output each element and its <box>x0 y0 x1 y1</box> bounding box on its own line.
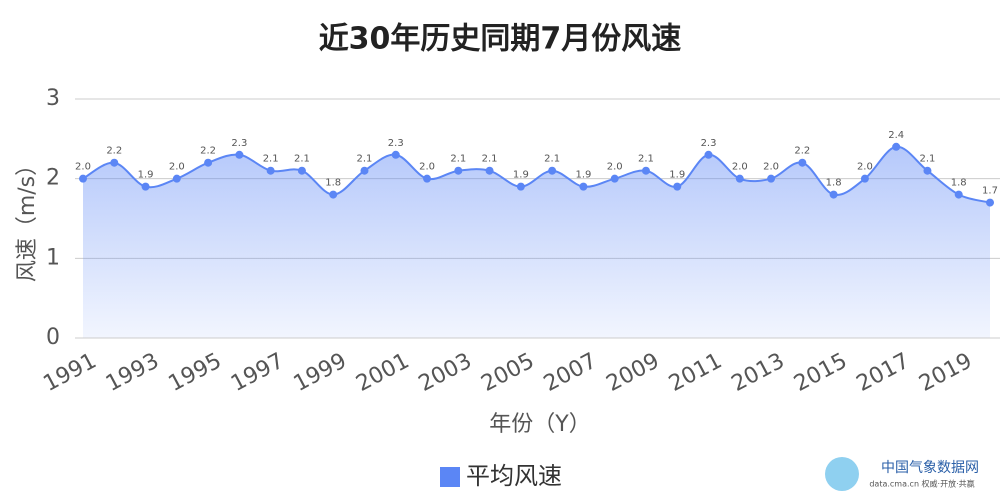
data-label: 2.2 <box>794 146 810 157</box>
point <box>548 166 557 175</box>
y-tick-label: 3 <box>46 86 60 111</box>
x-tick-label: 1993 <box>102 349 163 397</box>
point <box>391 150 400 159</box>
data-label: 2.0 <box>75 162 91 173</box>
data-label: 2.3 <box>231 138 247 149</box>
logo-icon <box>825 457 859 491</box>
data-label: 1.8 <box>951 178 967 189</box>
y-axis-label: 风速（m/s） <box>15 154 40 282</box>
point <box>923 166 932 175</box>
point <box>297 166 306 175</box>
x-axis-label: 年份（Y） <box>489 412 590 437</box>
x-tick-label: 2011 <box>665 349 726 397</box>
point <box>360 166 369 175</box>
data-label: 2.0 <box>169 162 185 173</box>
data-label: 2.0 <box>607 162 623 173</box>
y-tick-label: 1 <box>46 245 60 270</box>
data-label: 2.3 <box>701 138 717 149</box>
logo-name: 中国气象数据网 <box>881 460 979 476</box>
data-label: 2.3 <box>388 138 404 149</box>
x-tick-label: 1995 <box>165 349 226 397</box>
point <box>266 166 275 175</box>
x-tick-label: 2017 <box>853 349 914 397</box>
data-label: 2.2 <box>106 146 122 157</box>
point <box>110 158 119 167</box>
point <box>735 174 744 183</box>
data-label: 2.2 <box>200 146 216 157</box>
data-label: 2.4 <box>888 130 904 141</box>
point <box>329 190 338 199</box>
x-tick-label: 2013 <box>728 349 789 397</box>
point <box>767 174 776 183</box>
point <box>641 166 650 175</box>
point <box>610 174 619 183</box>
x-tick-label: 1997 <box>227 349 288 397</box>
point <box>579 182 588 191</box>
data-label: 1.9 <box>669 170 685 181</box>
point <box>235 150 244 159</box>
point <box>485 166 494 175</box>
data-label: 2.0 <box>732 162 748 173</box>
area <box>83 146 990 338</box>
x-tick-label: 2015 <box>790 349 851 397</box>
point <box>141 182 150 191</box>
point <box>79 174 87 183</box>
data-label: 1.8 <box>826 178 842 189</box>
legend-swatch <box>440 467 460 487</box>
point <box>454 166 463 175</box>
data-label: 2.1 <box>357 154 373 165</box>
point <box>860 174 869 183</box>
point <box>954 190 963 199</box>
data-label: 1.9 <box>513 170 529 181</box>
x-tick-label: 2001 <box>352 349 413 397</box>
data-label: 1.9 <box>138 170 154 181</box>
data-label: 2.1 <box>919 154 935 165</box>
point <box>172 174 181 183</box>
x-tick-label: 2009 <box>602 349 663 397</box>
x-tick-label: 2003 <box>415 349 476 397</box>
data-label: 2.1 <box>294 154 310 165</box>
x-tick-label: 2019 <box>915 349 976 397</box>
point <box>892 142 901 151</box>
x-tick-label: 1999 <box>290 349 351 397</box>
point <box>423 174 432 183</box>
data-label: 2.1 <box>263 154 279 165</box>
data-label: 2.1 <box>638 154 654 165</box>
data-label: 2.1 <box>450 154 466 165</box>
x-tick-label: 2005 <box>477 349 538 397</box>
point <box>829 190 838 199</box>
legend-label: 平均风速 <box>466 462 562 490</box>
point <box>704 150 713 159</box>
chart-title: 近30年历史同期7月份风速 <box>319 22 682 57</box>
point <box>798 158 807 167</box>
x-tick-label: 1991 <box>39 349 100 397</box>
x-tick-label: 2007 <box>540 349 601 397</box>
point <box>516 182 525 191</box>
data-label: 2.0 <box>857 162 873 173</box>
point <box>204 158 213 167</box>
data-label: 1.7 <box>982 186 998 197</box>
data-label: 2.1 <box>544 154 560 165</box>
logo-tagline: data.cma.cn 权威·开放·共赢 <box>869 479 974 489</box>
data-label: 2.0 <box>763 162 779 173</box>
data-label: 1.8 <box>325 178 341 189</box>
data-label: 2.0 <box>419 162 435 173</box>
data-label: 2.1 <box>482 154 498 165</box>
data-label: 1.9 <box>575 170 591 181</box>
y-tick-label: 2 <box>46 166 60 191</box>
point <box>986 198 994 207</box>
point <box>673 182 682 191</box>
y-tick-label: 0 <box>46 325 60 350</box>
